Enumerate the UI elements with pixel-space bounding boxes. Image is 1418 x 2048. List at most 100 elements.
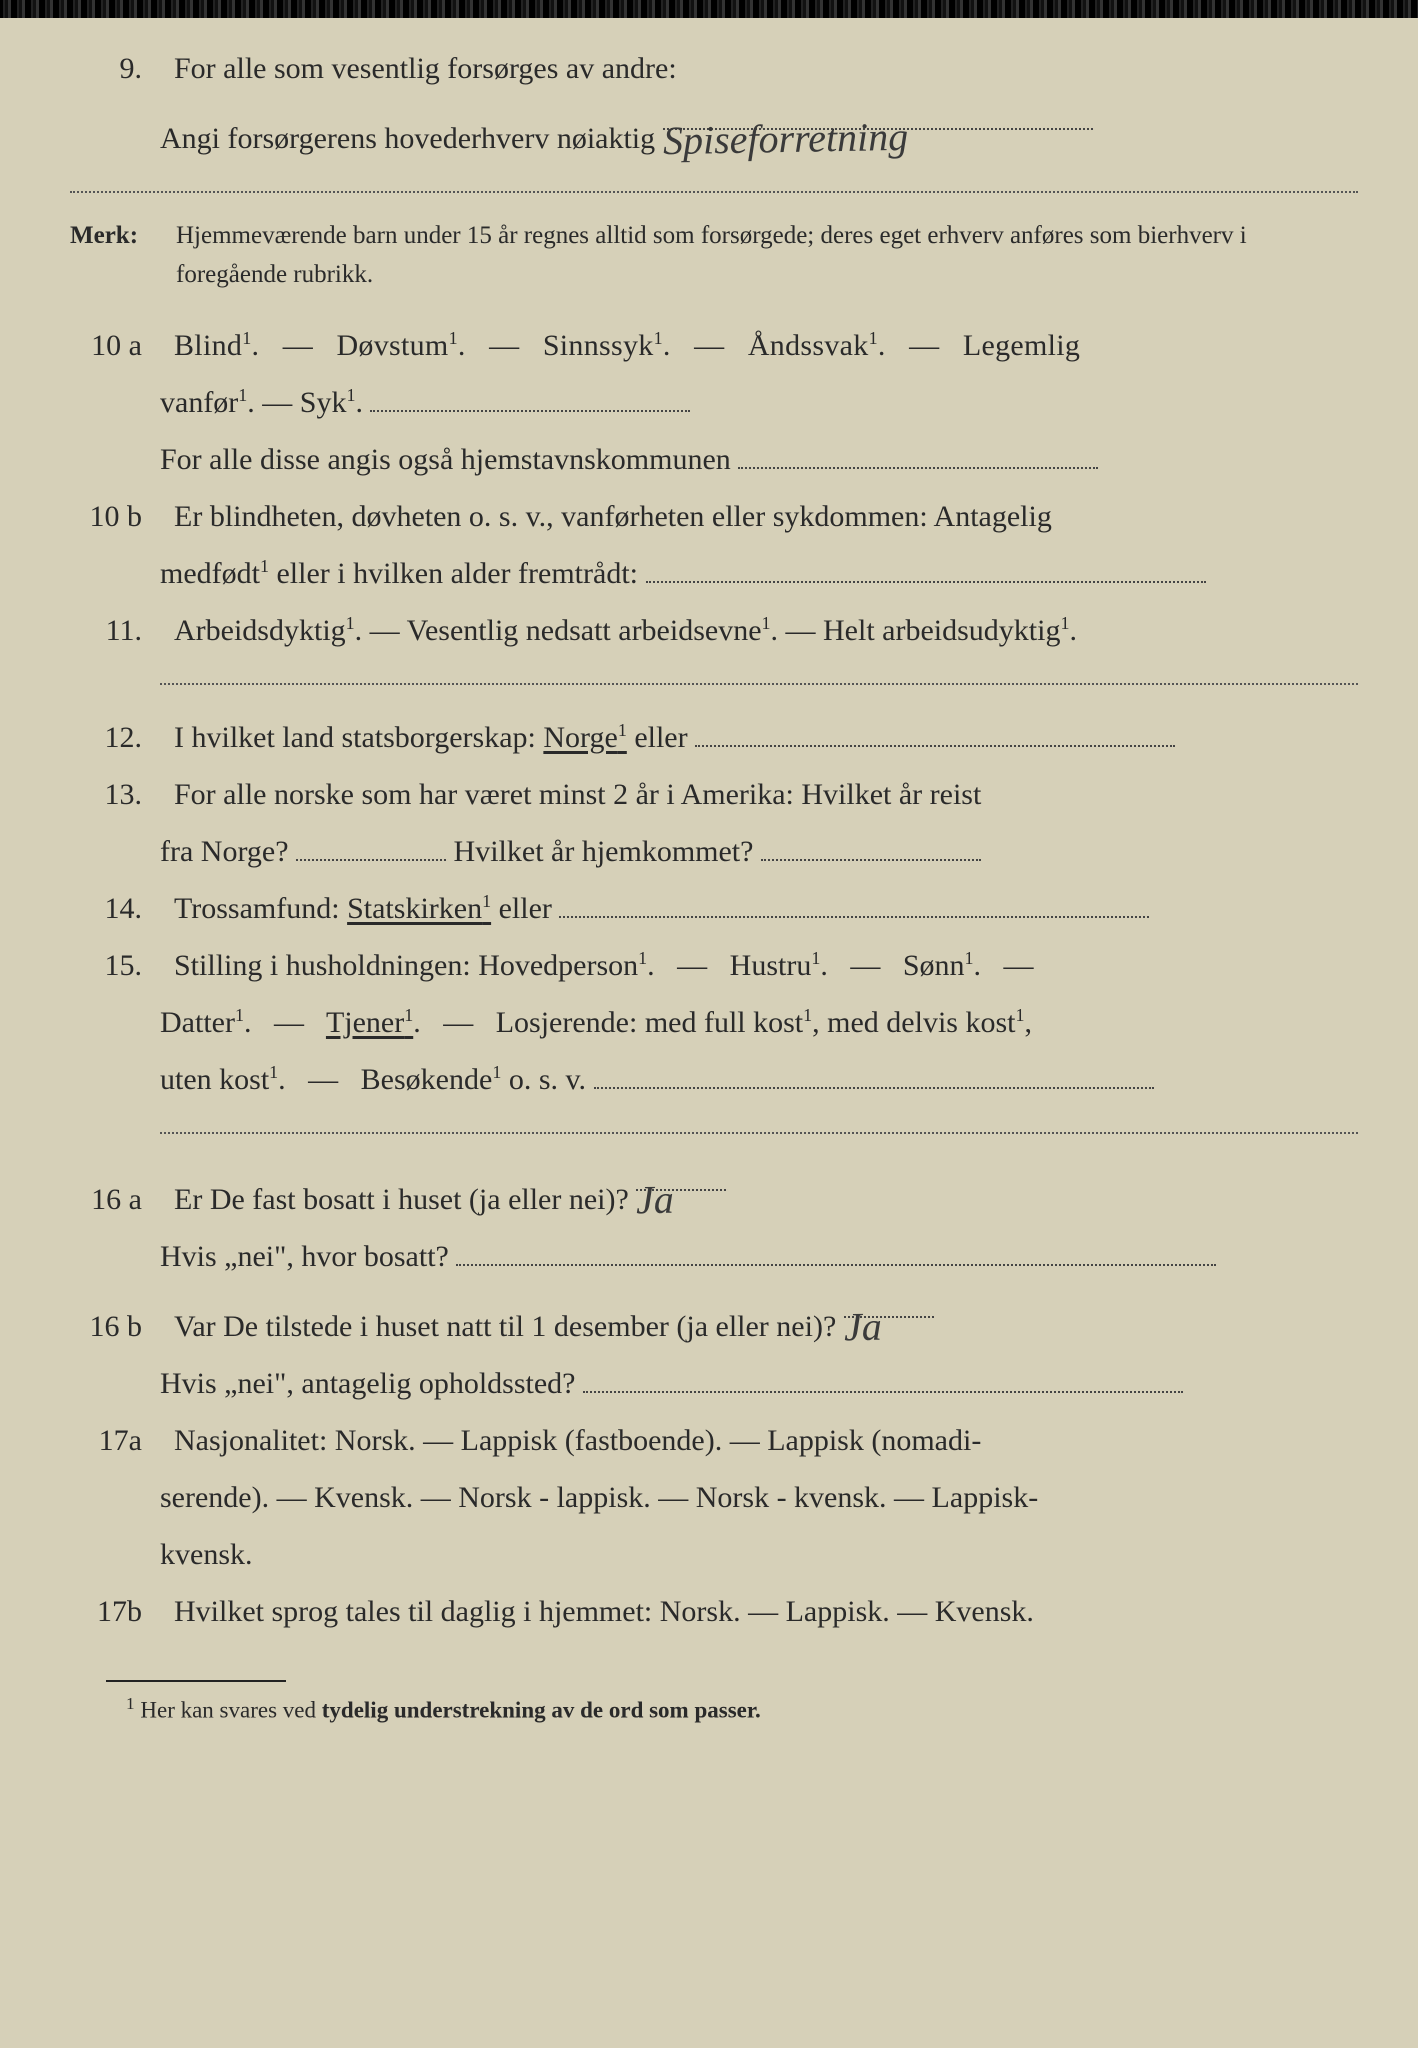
q17a-text3: kvensk. [160,1526,1358,1583]
q12-pre: I hvilket land statsborgerskap: [174,721,543,754]
q17b-text: Hvilket sprog tales til daglig i hjemmet… [174,1583,1358,1640]
q15-text1: Stilling i husholdningen: Hovedperson1. … [174,937,1358,994]
q15-l2a: Datter [160,1006,235,1039]
q10a-opt5: Legemlig [963,329,1080,362]
q17a-line1: 17a Nasjonalitet: Norsk. — Lappisk (fast… [70,1412,1358,1469]
q11-number: 11. [70,602,160,659]
q16a-line1: 16 a Er De fast bosatt i huset (ja eller… [70,1158,1358,1228]
merk-label: Merk: [70,217,160,295]
q11-line: 11. Arbeidsdyktig1. — Vesentlig nedsatt … [70,602,1358,659]
footnote-marker: 1 [126,1694,135,1713]
q15-l2c: Losjerende: med full kost [496,1006,803,1039]
dot: . [974,949,982,982]
sep: — [481,329,527,362]
q15-l3b: Besøkende [361,1063,493,1096]
q16a-number: 16 a [70,1171,160,1228]
q10a-l3: For alle disse angis også hjemstavnskomm… [160,443,731,476]
q10a-opt6: Syk [300,386,347,419]
sep: — [901,329,947,362]
sep: — [996,949,1034,982]
q15-l2b-txt: Tjener [326,1006,404,1039]
dot: . [663,329,671,362]
sup: 1 [618,720,627,740]
sup: 1 [404,1005,413,1025]
comma: , [812,1006,820,1039]
q16a-l2: Hvis „nei", hvor bosatt? [160,1240,449,1273]
q14-post: eller [499,892,560,925]
q15-text3: uten kost1. — Besøkende1 o. s. v. [160,1051,1358,1108]
sup: 1 [492,1062,501,1082]
q11-b: Vesentlig nedsatt arbeidsevne [407,614,762,647]
dot: . [355,386,363,419]
dot: . [1069,614,1077,647]
q13-l2b: Hvilket år hjemkommet? [454,835,754,868]
sep: — [262,386,300,419]
q16b-text1: Var De tilstede i huset natt til 1 desem… [174,1285,1358,1355]
q15-l1c: Sønn [903,949,965,982]
q13-line1: 13. For alle norske som har været minst … [70,766,1358,823]
q12-text: I hvilket land statsborgerskap: Norge1 e… [174,709,1358,766]
sup: 1 [269,1062,278,1082]
sup: 1 [811,948,820,968]
q13-blank2 [761,828,981,861]
q14-blank [559,885,1149,918]
q16a-text1: Er De fast bosatt i huset (ja eller nei)… [174,1158,1358,1228]
q15-line1: 15. Stilling i husholdningen: Hovedperso… [70,937,1358,994]
q13-blank1 [296,828,446,861]
q13-l2a: fra Norge? [160,835,289,868]
dot: . [820,949,828,982]
q10a-opt5b: vanfør [160,386,238,419]
q9-handwritten: Spiseforretning [662,99,908,179]
q16a-line2: Hvis „nei", hvor bosatt? [70,1228,1358,1285]
q16a-text2: Hvis „nei", hvor bosatt? [160,1228,1358,1285]
sup: 1 [654,328,663,348]
sep: — [266,1006,311,1039]
q13-number: 13. [70,766,160,823]
sup: 1 [482,891,491,911]
sep: — [786,614,824,647]
q10b-number: 10 b [70,488,160,545]
q15-line3: uten kost1. — Besøkende1 o. s. v. [70,1051,1358,1108]
sep: — [370,614,407,647]
q10a-opt3: Sinnssyk [543,329,654,362]
q16a-l1: Er De fast bosatt i huset (ja eller nei)… [174,1183,636,1216]
q10b-line1: 10 b Er blindheten, døvheten o. s. v., v… [70,488,1358,545]
q10b-blank [646,550,1206,583]
dot: . [647,949,655,982]
sup: 1 [965,948,974,968]
q17b-number: 17b [70,1583,160,1640]
q14-line: 14. Trossamfund: Statskirken1 eller [70,880,1358,937]
dot: . [278,1063,286,1096]
q16b-line2: Hvis „nei", antagelig opholdssted? [70,1355,1358,1412]
q13-line2: fra Norge? Hvilket år hjemkommet? [70,823,1358,880]
q10a-number: 10 a [70,317,160,374]
q10a-opt4: Åndssvak [748,329,869,362]
q10a-opt2: Døvstum [336,329,448,362]
q16b-l1: Var De tilstede i huset natt til 1 desem… [174,1310,844,1343]
q9-line2: Angi forsørgerens hovederhverv nøiaktig … [70,97,1358,167]
q15-l2d: med delvis kost [827,1006,1015,1039]
q12-post: eller [634,721,687,754]
scan-artifact-strip [0,0,1418,18]
q15-l3a: uten kost [160,1063,269,1096]
divider-after-15 [160,1132,1358,1134]
q9-prelabel: Angi forsørgerens hovederhverv nøiaktig [160,122,655,155]
q17a-line2: serende). — Kvensk. — Norsk - lappisk. —… [70,1469,1358,1526]
dot: . [458,329,466,362]
q17b-line: 17b Hvilket sprog tales til daglig i hje… [70,1583,1358,1640]
q16b-handwritten: Ja [843,1288,882,1365]
sep: — [670,949,715,982]
divider-after-9 [70,191,1358,193]
footnote-bold: tydelig understrekning av de ord som pas… [322,1697,761,1722]
dot: . [244,1006,252,1039]
q15-l3c: o. s. v. [509,1063,594,1096]
q10b-text1: Er blindheten, døvheten o. s. v., vanfør… [174,488,1358,545]
sup: 1 [235,1005,244,1025]
q10a-line1: 10 a Blind1. — Døvstum1. — Sinnssyk1. — … [70,317,1358,374]
q14-statskirken: Statskirken1 [347,892,491,925]
footnote: 1 Her kan svares ved tydelig understrekn… [70,1694,1358,1724]
q11-a: Arbeidsdyktig [174,614,346,647]
q16b-l2: Hvis „nei", antagelig opholdssted? [160,1367,576,1400]
q10a-blank2 [738,436,1098,469]
divider-after-11 [160,683,1358,685]
